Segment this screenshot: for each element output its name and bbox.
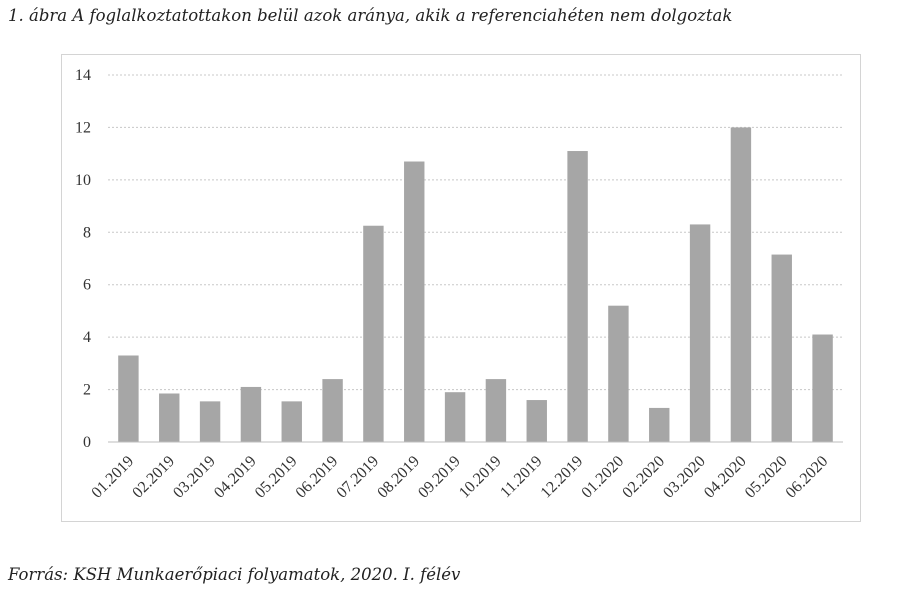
bar-06.2020 xyxy=(812,334,833,442)
bar-09.2019 xyxy=(444,392,466,442)
y-tick-label: 14 xyxy=(75,67,91,84)
x-tick-label: 09.2019 xyxy=(415,453,464,502)
x-tick-label: 07.2019 xyxy=(333,453,382,502)
x-tick-label: 03.2019 xyxy=(170,453,219,502)
bar-04.2020 xyxy=(730,127,752,442)
y-tick-label: 8 xyxy=(83,224,91,241)
x-tick-label: 03.2020 xyxy=(660,453,709,502)
x-tick-label: 11.2019 xyxy=(497,453,545,501)
bar-05.2020 xyxy=(771,254,792,442)
bar-07.2019 xyxy=(363,225,384,442)
x-tick-label: 05.2019 xyxy=(252,453,301,502)
bar-08.2019 xyxy=(404,161,425,442)
bar-10.2019 xyxy=(485,379,507,442)
bars xyxy=(118,127,833,442)
x-tick-label: 10.2019 xyxy=(456,453,505,502)
bar-02.2019 xyxy=(159,393,180,442)
x-tick-label: 04.2020 xyxy=(701,453,750,502)
bar-05.2019 xyxy=(281,401,302,442)
bar-04.2019 xyxy=(240,386,262,442)
y-tick-label: 0 xyxy=(83,434,91,451)
x-tick-label: 06.2020 xyxy=(783,453,832,502)
x-tick-label: 02.2019 xyxy=(129,453,178,502)
bar-06.2019 xyxy=(322,379,343,442)
x-tick-label: 01.2019 xyxy=(88,453,137,502)
x-tick-label: 08.2019 xyxy=(374,453,423,502)
x-tick-label: 06.2019 xyxy=(293,453,342,502)
x-tick-label: 05.2020 xyxy=(742,453,791,502)
x-tick-label: 12.2019 xyxy=(538,453,587,502)
bar-03.2019 xyxy=(199,401,221,442)
bar-02.2020 xyxy=(649,407,670,442)
y-tick-labels: 0 2 4 6 8 10 12 14 xyxy=(75,67,91,451)
y-tick-label: 2 xyxy=(83,382,91,399)
y-tick-label: 12 xyxy=(75,119,91,136)
y-tick-label: 6 xyxy=(83,277,91,294)
figure-title: 1. ábra A foglalkoztatottakon belül azok… xyxy=(8,6,733,25)
y-tick-label: 10 xyxy=(75,172,91,189)
gridlines xyxy=(108,74,843,391)
source-note: Forrás: KSH Munkaerőpiaci folyamatok, 20… xyxy=(8,565,461,584)
x-tick-label: 02.2020 xyxy=(619,453,668,502)
bar-11.2019 xyxy=(526,400,547,442)
x-tick-labels: 01.201902.201903.201904.201905.201906.20… xyxy=(88,453,831,502)
chart-frame xyxy=(61,54,861,522)
x-tick-label: 04.2019 xyxy=(211,453,260,502)
x-tick-label: 01.2020 xyxy=(578,453,627,502)
y-tick-label: 4 xyxy=(83,329,91,346)
bar-03.2020 xyxy=(689,224,711,442)
bar-01.2020 xyxy=(608,305,629,442)
bar-12.2019 xyxy=(567,151,588,442)
bar-01.2019 xyxy=(118,355,139,442)
